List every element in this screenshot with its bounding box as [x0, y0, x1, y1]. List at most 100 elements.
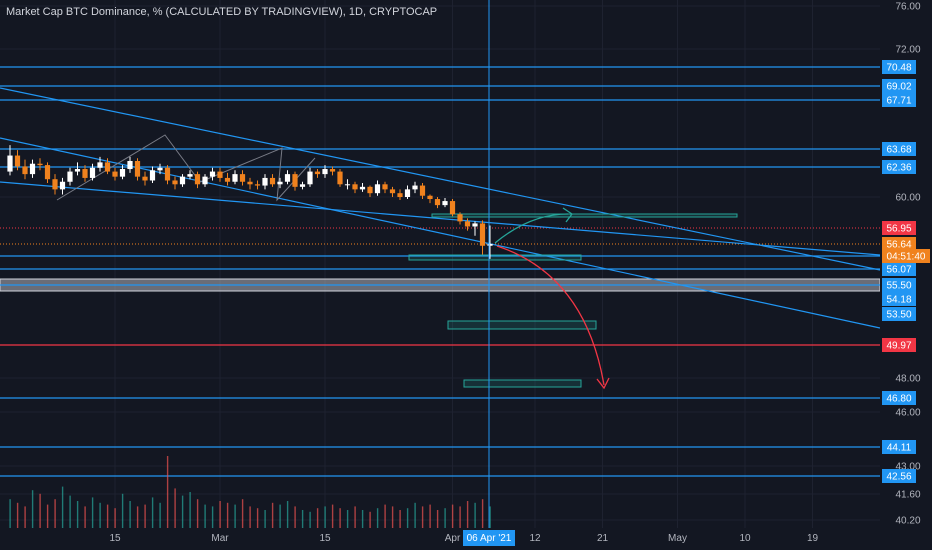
candle-body-1	[14, 155, 21, 167]
volume-bar-55	[421, 506, 424, 528]
trendline-1	[0, 137, 881, 329]
volume-bar-58	[444, 508, 446, 528]
price-tag-bg-5	[882, 221, 916, 235]
volume-bar-43	[331, 504, 334, 528]
price-tag-label-8: 55.50	[886, 281, 911, 292]
candle-body-23	[179, 176, 186, 185]
price-tick-label-6: 41.60	[895, 490, 920, 501]
price-tag-bg-14	[882, 469, 916, 483]
volume-bar-1	[16, 502, 19, 528]
candle-body-52	[397, 193, 403, 197]
volume-bar-34	[264, 510, 266, 528]
volume-bar-48	[369, 511, 371, 528]
price-tick-label-0: 76.00	[895, 2, 920, 13]
price-tick-label-5: 43.00	[895, 462, 920, 473]
price-tag-label-1: 69.02	[886, 82, 911, 93]
candle-body-12	[97, 162, 103, 168]
candle-body-31	[239, 174, 246, 182]
target-rect-1	[408, 254, 582, 261]
volume-bar-33	[256, 508, 259, 528]
price-tag-label-11: 49.97	[886, 341, 911, 352]
zigzag-line	[56, 134, 316, 202]
candle-body-57	[434, 199, 441, 206]
volume-bar-60	[459, 506, 461, 528]
target-rect-2	[447, 320, 597, 330]
volume-bar-26	[204, 504, 206, 528]
price-tag-label-12: 46.80	[886, 394, 911, 405]
trendlines	[0, 87, 881, 329]
volume-bar-45	[346, 510, 349, 528]
price-tag-bg-2	[882, 93, 916, 107]
candle-body-5	[44, 165, 51, 180]
time-axis: 15 Mar 15 Apr 12 21 May 10 19 06 Apr '21	[0, 528, 932, 550]
target-rectangles	[408, 213, 738, 388]
candle-body-49	[374, 184, 381, 194]
volume-bar-4	[39, 493, 41, 528]
volume-bar-14	[114, 508, 116, 528]
volume-bar-29	[226, 502, 229, 528]
candle-body-60	[457, 214, 463, 222]
candle-body-3	[29, 163, 36, 175]
price-tag-label-10: 53.50	[886, 310, 911, 321]
candle-body-42	[322, 169, 328, 175]
volume-bar-63	[481, 499, 484, 528]
time-tick-label-1: Mar	[211, 533, 229, 544]
volume-bar-44	[339, 508, 341, 528]
volume-bar-64	[489, 506, 491, 528]
candle-body-58	[442, 201, 448, 206]
volume-bar-56	[429, 504, 431, 528]
volume-bar-18	[144, 504, 146, 528]
volume-bar-37	[286, 501, 289, 528]
volume-bar-36	[279, 504, 281, 528]
candle-body-17	[134, 161, 141, 177]
chart-title: Market Cap BTC Dominance, % (CALCULATED …	[6, 6, 438, 18]
volume-bar-52	[399, 510, 401, 528]
candle-body-21	[164, 167, 171, 181]
time-tick-label-0: 15	[109, 533, 121, 544]
price-tick-label-3: 48.00	[895, 374, 920, 385]
trendline-2	[0, 181, 881, 256]
volume-bar-25	[196, 499, 199, 528]
candle-body-36	[277, 181, 283, 185]
price-tag-label-14: 42.56	[886, 472, 911, 483]
candle-body-30	[232, 174, 238, 182]
volume-bar-57	[436, 510, 439, 528]
price-tag-label-5: 56.95	[886, 224, 911, 235]
candle-body-11	[89, 167, 96, 178]
crosshair-date-label: 06 Apr '21	[467, 533, 512, 544]
volume-bar-17	[136, 506, 139, 528]
candle-body-37	[284, 174, 291, 182]
up-arrow-path	[494, 213, 569, 244]
candle-body-7	[59, 181, 66, 190]
volume-bar-31	[241, 499, 244, 528]
candle-body-28	[217, 171, 223, 178]
volume-bar-51	[391, 506, 394, 528]
volume-bar-12	[99, 502, 101, 528]
candle-body-41	[314, 171, 321, 175]
time-tick-label-6: May	[668, 533, 687, 544]
candle-body-50	[382, 184, 388, 190]
candle-body-22	[172, 180, 178, 185]
candle-body-54	[412, 185, 418, 190]
time-tick-label-5: 21	[597, 533, 609, 544]
candle-body-51	[389, 189, 396, 194]
price-tag-bg-0	[882, 60, 916, 74]
down-arrow-path	[496, 245, 605, 386]
up-arrow-head	[562, 207, 573, 223]
volume-bar-3	[31, 490, 34, 528]
volume-bar-61	[466, 501, 469, 528]
volume-bar-39	[301, 510, 304, 528]
volume-bar-49	[376, 508, 379, 528]
countdown-tag-label: 04:51:40	[887, 252, 926, 263]
volume-bar-22	[174, 488, 176, 528]
time-tick-label-3: Apr	[445, 533, 461, 544]
volume-bar-0	[9, 499, 11, 528]
candle-body-38	[292, 174, 298, 187]
target-rect-3	[463, 379, 582, 388]
volume-bar-7	[61, 486, 64, 528]
candle-body-18	[142, 176, 148, 181]
candle-body-10	[82, 169, 88, 178]
candle-body-25	[194, 174, 201, 185]
volume-bar-11	[91, 497, 94, 528]
